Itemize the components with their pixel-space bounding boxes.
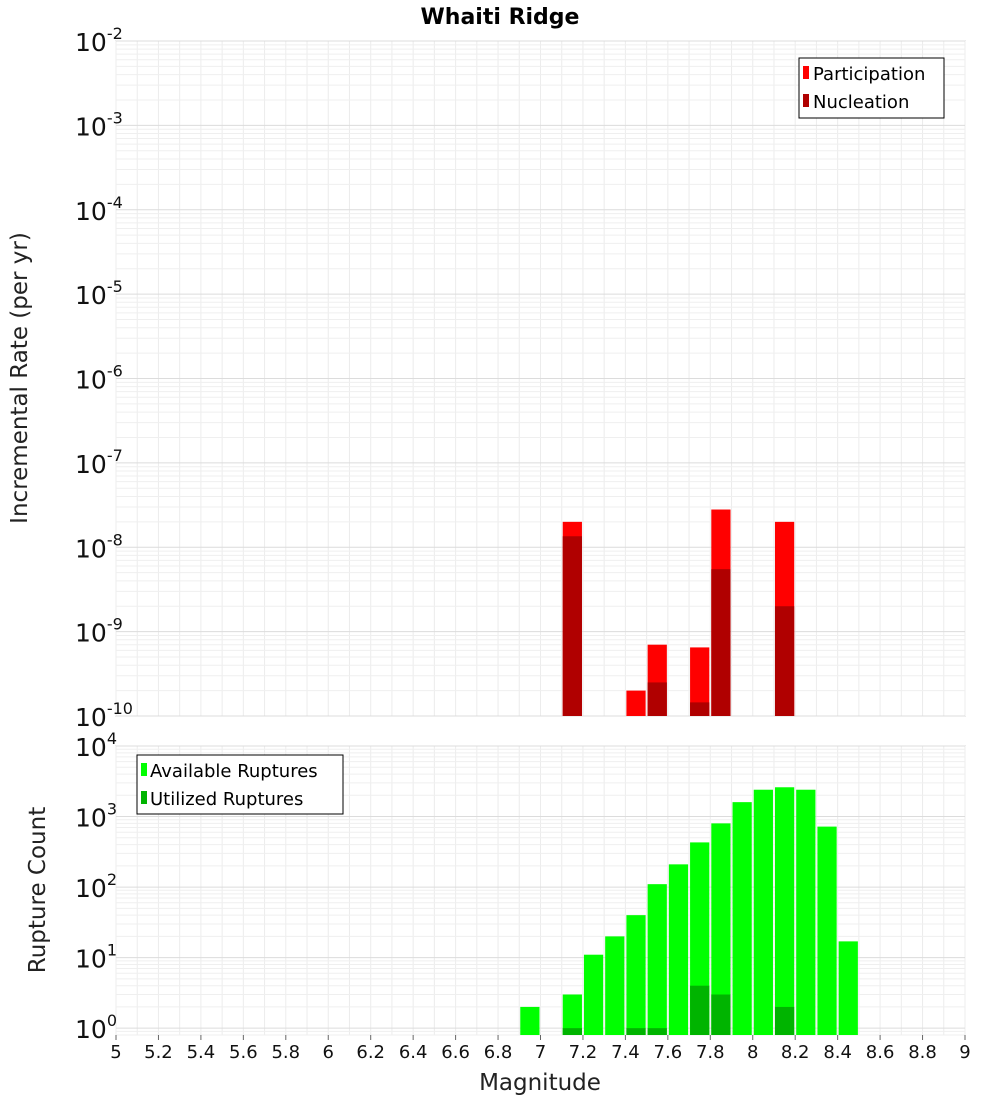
top-y-tick-labels: 10-10 10-9 10-8 10-7 10-6 10-5 10-4 10-3 10-2 xyxy=(75,24,133,732)
x-tick-label-12: 7.4 xyxy=(611,1042,640,1063)
bottom-y-tick-label-2: 102 xyxy=(75,870,117,903)
bottom-y-tick-label-1: 101 xyxy=(75,941,117,974)
top-grid xyxy=(115,40,966,717)
x-tick-label-4: 5.8 xyxy=(271,1042,300,1063)
bottom-y-axis-label: Rupture Count xyxy=(25,807,51,973)
x-tick-label-5: 6 xyxy=(323,1042,334,1063)
x-tick-label-1: 5.2 xyxy=(144,1042,173,1063)
top-legend-box xyxy=(798,57,945,119)
x-tick-label-6: 6.2 xyxy=(356,1042,385,1063)
bottom-legend-box xyxy=(136,754,344,815)
x-tick-label-3: 5.6 xyxy=(229,1042,258,1063)
top-bar-nucleation-4 xyxy=(774,606,795,716)
bottom-bar-available-ruptures-9 xyxy=(732,802,752,1035)
x-tick-label-19: 8.8 xyxy=(908,1042,937,1063)
x-tick-labels: 5 5.2 5.4 5.6 5.8 6 6.2 6.4 6.6 6.8 7 7.2 7.4 7.6 7.8 8… xyxy=(110,1035,971,1063)
bottom-bar-utilized-ruptures-3 xyxy=(690,985,710,1035)
legend-swatch-available-ruptures xyxy=(141,763,147,776)
legend-swatch-utilized-ruptures xyxy=(141,791,147,804)
top-bar-participation-1 xyxy=(626,690,646,716)
top-y-tick-label-6: 10-4 xyxy=(75,193,123,226)
top-y-tick-label-2: 10-8 xyxy=(75,530,123,563)
top-y-tick-label-1: 10-9 xyxy=(75,615,123,648)
top-bar-nucleation-3 xyxy=(711,569,731,716)
bottom-bar-available-ruptures-13 xyxy=(817,826,837,1035)
x-tick-label-13: 7.6 xyxy=(654,1042,683,1063)
top-panel: 10-10 10-9 10-8 10-7 10-6 10-5 10-4 10-3 10-2 In… xyxy=(7,24,966,732)
bottom-panel: 100 101 102 103 104 5 5.2 5.4 5.6 5.8 6 6.2 6.4 6.6 6… xyxy=(25,729,971,1096)
x-tick-label-16: 8.2 xyxy=(781,1042,810,1063)
bottom-bars xyxy=(520,787,858,1035)
bottom-bar-utilized-ruptures-2 xyxy=(647,1028,667,1035)
bottom-bar-available-ruptures-3 xyxy=(605,936,625,1035)
x-tick-label-17: 8.4 xyxy=(823,1042,852,1063)
bottom-y-tick-label-3: 103 xyxy=(75,800,117,833)
x-tick-label-18: 8.6 xyxy=(866,1042,895,1063)
legend-label-nucleation: Nucleation xyxy=(813,92,909,113)
chart-title: Whaiti Ridge xyxy=(421,5,580,30)
bottom-bar-available-ruptures-0 xyxy=(520,1006,540,1035)
legend-swatch-nucleation xyxy=(803,94,809,107)
bottom-legend: Available Ruptures Utilized Ruptures xyxy=(136,754,344,815)
top-bar-nucleation-0 xyxy=(562,536,582,716)
x-tick-label-20: 9 xyxy=(959,1042,970,1063)
top-y-tick-label-7: 10-3 xyxy=(75,108,123,141)
top-bar-participation-3 xyxy=(690,647,710,716)
bottom-bar-available-ruptures-14 xyxy=(838,941,858,1035)
bottom-bar-available-ruptures-6 xyxy=(668,864,689,1035)
top-bar-nucleation-2 xyxy=(690,702,710,716)
top-y-tick-label-5: 10-5 xyxy=(75,277,123,310)
bottom-bar-available-ruptures-10 xyxy=(753,789,773,1035)
bottom-bar-available-ruptures-1 xyxy=(562,994,582,1035)
legend-label-available-ruptures: Available Ruptures xyxy=(150,761,318,782)
top-y-tick-label-0: 10-10 xyxy=(75,699,133,732)
bottom-bar-utilized-ruptures-4 xyxy=(711,994,731,1035)
top-y-axis-label: Incremental Rate (per yr) xyxy=(7,232,33,524)
top-bar-nucleation-1 xyxy=(647,682,667,716)
bottom-y-tick-label-0: 100 xyxy=(75,1011,117,1044)
bottom-bar-available-ruptures-12 xyxy=(796,789,816,1035)
bottom-bar-available-ruptures-5 xyxy=(647,884,667,1035)
top-bars xyxy=(562,509,795,716)
bottom-bar-utilized-ruptures-0 xyxy=(562,1028,582,1035)
bottom-bar-available-ruptures-4 xyxy=(626,915,646,1035)
x-tick-label-2: 5.4 xyxy=(187,1042,216,1063)
x-tick-label-11: 7.2 xyxy=(569,1042,598,1063)
bottom-bar-available-ruptures-11 xyxy=(774,787,795,1035)
top-y-tick-label-3: 10-7 xyxy=(75,446,123,479)
bottom-bar-available-ruptures-2 xyxy=(583,954,604,1035)
x-tick-label-0: 5 xyxy=(110,1042,121,1063)
legend-label-utilized-ruptures: Utilized Ruptures xyxy=(150,789,303,810)
x-tick-label-8: 6.6 xyxy=(441,1042,470,1063)
bottom-bar-utilized-ruptures-1 xyxy=(626,1028,646,1035)
x-axis-label: Magnitude xyxy=(479,1070,601,1096)
top-y-tick-label-8: 10-2 xyxy=(75,24,123,57)
bottom-bar-available-ruptures-8 xyxy=(711,823,731,1035)
legend-label-participation: Participation xyxy=(813,64,925,85)
top-legend: Participation Nucleation xyxy=(798,57,945,119)
top-y-tick-label-4: 10-6 xyxy=(75,362,123,395)
x-tick-label-15: 8 xyxy=(747,1042,758,1063)
legend-swatch-participation xyxy=(803,66,809,79)
x-tick-label-14: 7.8 xyxy=(696,1042,725,1063)
x-tick-label-9: 6.8 xyxy=(484,1042,513,1063)
x-tick-label-10: 7 xyxy=(535,1042,546,1063)
x-tick-label-7: 6.4 xyxy=(399,1042,428,1063)
bottom-bar-utilized-ruptures-5 xyxy=(774,1006,795,1035)
bottom-y-tick-labels: 100 101 102 103 104 xyxy=(75,729,117,1044)
bottom-y-tick-label-4: 104 xyxy=(75,729,117,762)
